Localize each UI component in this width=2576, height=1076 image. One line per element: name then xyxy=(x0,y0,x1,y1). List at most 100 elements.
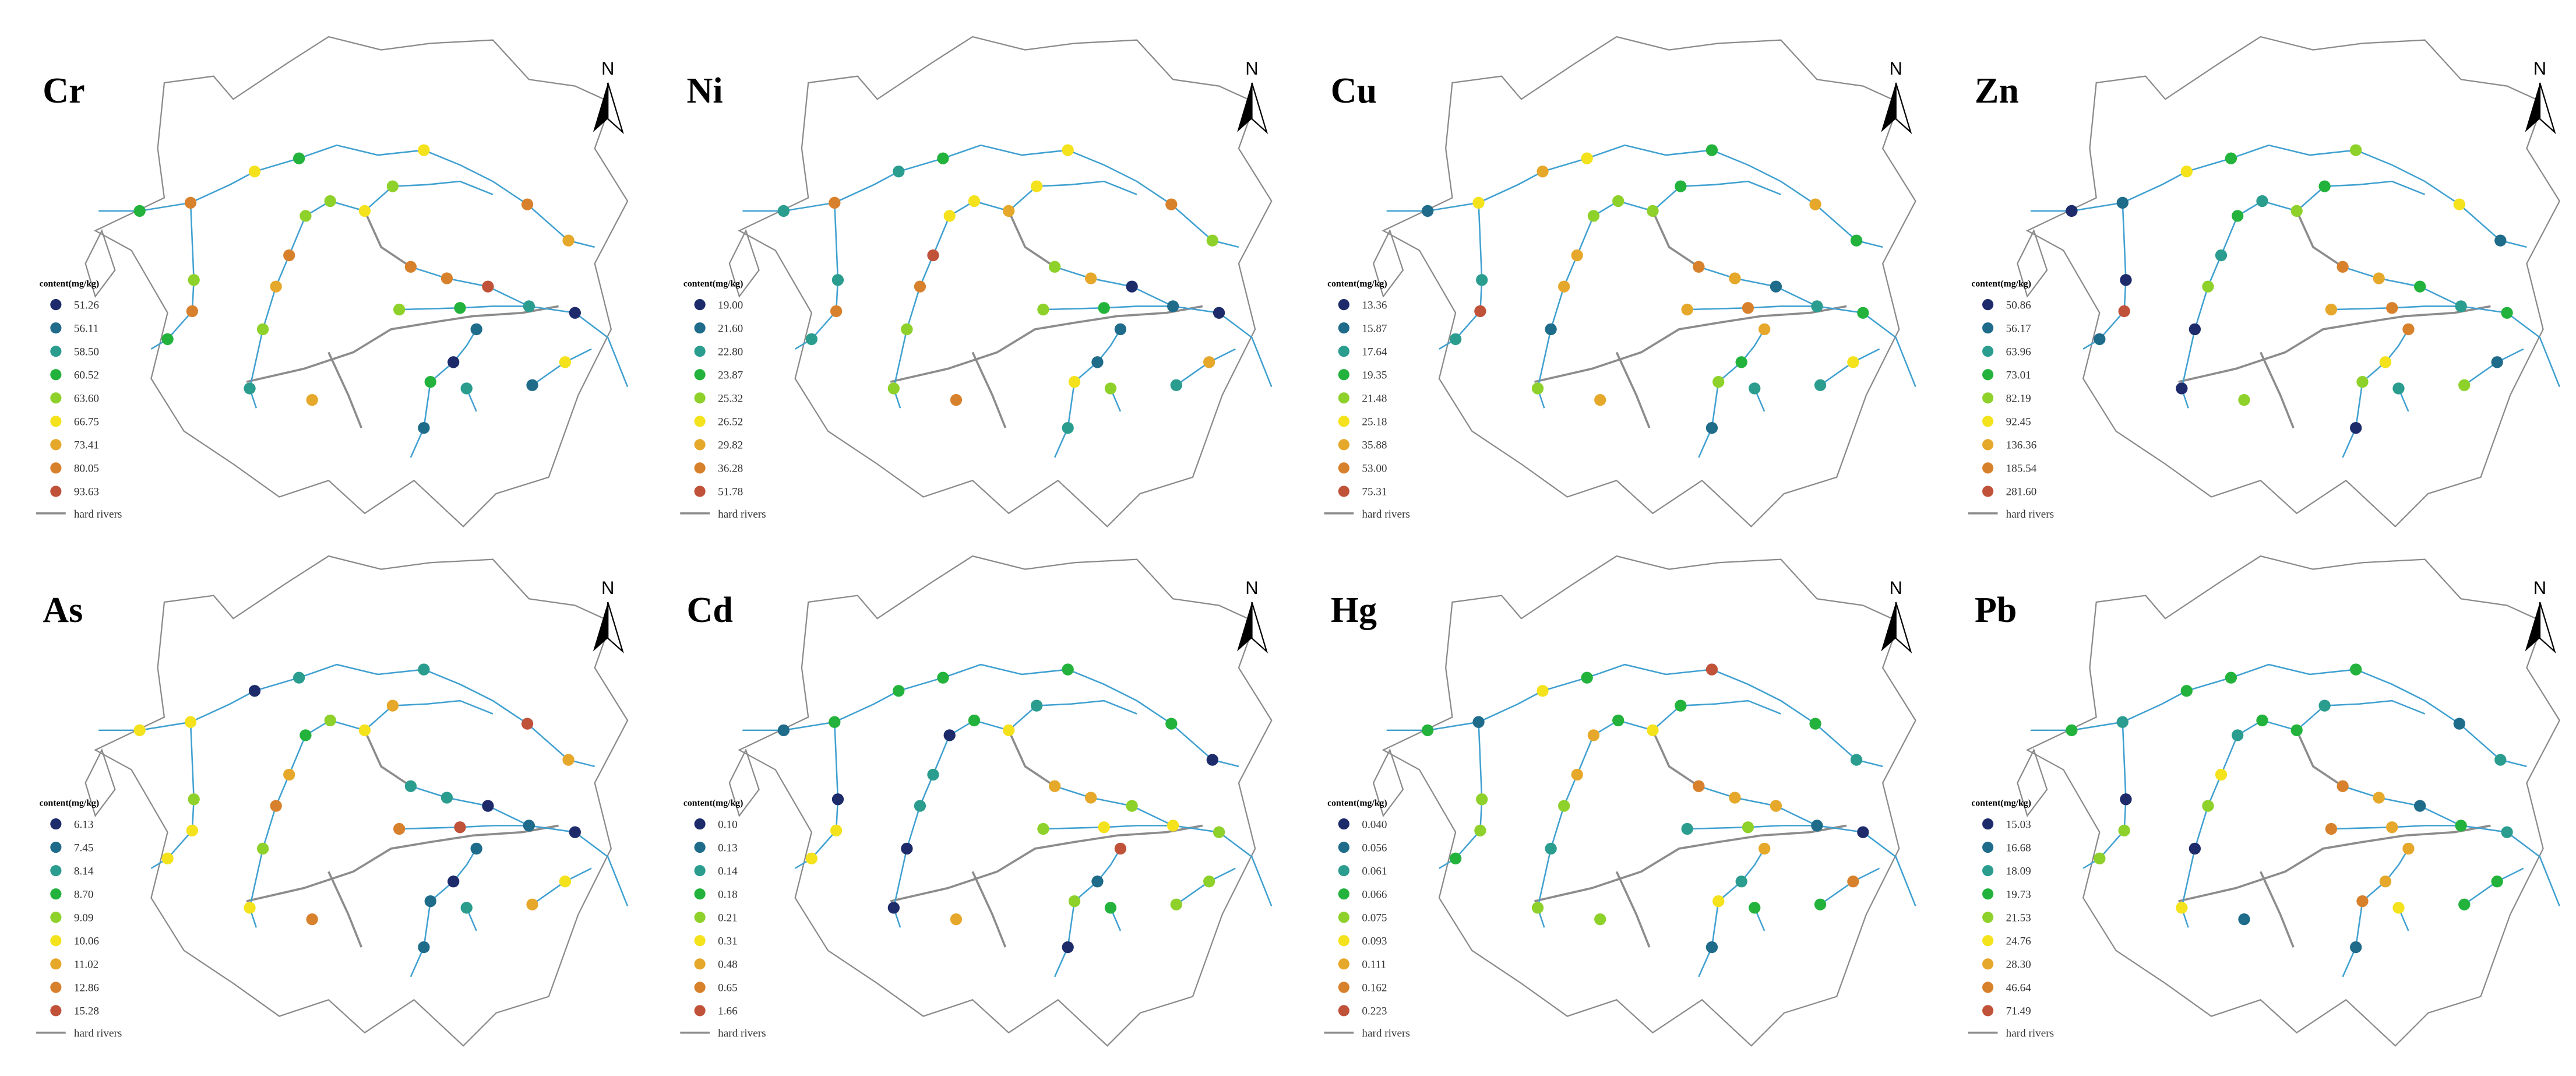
legend-swatch xyxy=(1982,912,1994,923)
sample-point xyxy=(927,768,939,781)
sample-point xyxy=(1545,323,1557,336)
legend-label: 53.00 xyxy=(1362,463,1387,475)
sample-point xyxy=(1770,800,1782,812)
legend-swatch xyxy=(1982,486,1994,497)
sample-point xyxy=(1068,895,1081,908)
legend-label: 15.87 xyxy=(1362,322,1387,335)
sample-point xyxy=(188,793,200,806)
sample-point xyxy=(1809,198,1821,210)
panel-title: Cd xyxy=(687,590,733,630)
river xyxy=(2296,730,2344,787)
sample-point xyxy=(186,305,199,318)
sample-point xyxy=(256,842,269,855)
river xyxy=(794,202,839,350)
north-arrow xyxy=(593,602,608,652)
legend-label: 75.31 xyxy=(1362,486,1387,498)
legend-swatch xyxy=(1982,346,1994,357)
legend-label: 50.86 xyxy=(2006,299,2031,311)
legend-label: 73.41 xyxy=(74,439,99,452)
legend-swatch xyxy=(1338,416,1349,427)
sample-point xyxy=(937,152,949,164)
river xyxy=(890,824,1203,902)
sample-point xyxy=(2202,800,2214,812)
river xyxy=(1687,305,1817,311)
sample-point xyxy=(1759,842,1771,855)
legend-label: 51.78 xyxy=(718,486,743,498)
legend-label: 63.60 xyxy=(74,393,99,405)
sample-point xyxy=(2180,685,2193,697)
river xyxy=(1534,824,1847,902)
sample-point xyxy=(2458,898,2471,910)
legend-label: 46.64 xyxy=(2006,982,2032,994)
river xyxy=(98,144,595,248)
sample-point xyxy=(1587,210,1600,222)
legend-swatch xyxy=(1982,842,1994,853)
legend-swatch xyxy=(1338,842,1349,853)
sample-point xyxy=(887,382,900,395)
sample-point xyxy=(1085,272,1097,284)
legend-label: 25.18 xyxy=(1362,416,1387,428)
sample-point xyxy=(1594,394,1606,406)
river xyxy=(2331,305,2461,311)
legend-label: 80.05 xyxy=(74,463,99,475)
sample-point xyxy=(470,842,482,855)
sample-point xyxy=(460,902,473,914)
sample-point xyxy=(293,152,305,164)
sample-point xyxy=(1062,421,1074,434)
legend-swatch xyxy=(1338,392,1349,404)
legend-swatch xyxy=(1982,935,1994,947)
sample-point xyxy=(460,382,473,395)
sample-point xyxy=(1814,379,1827,391)
legend-swatch xyxy=(1982,392,1994,404)
sample-point xyxy=(324,714,336,727)
sample-point xyxy=(470,323,482,336)
sample-point xyxy=(1545,842,1557,855)
sample-point xyxy=(805,852,817,864)
river xyxy=(327,871,362,948)
river xyxy=(1439,202,1483,350)
legend-swatch xyxy=(50,982,62,993)
river xyxy=(410,785,629,907)
legend-swatch xyxy=(50,486,62,497)
river xyxy=(1007,730,1056,787)
river xyxy=(246,824,559,902)
sample-point xyxy=(447,356,460,368)
sample-point xyxy=(893,166,905,178)
sample-point xyxy=(393,303,406,316)
sample-point xyxy=(1003,205,1015,217)
sample-point xyxy=(1729,792,1741,804)
legend-label: 0.10 xyxy=(718,818,738,831)
legend-swatch xyxy=(50,322,62,334)
sample-point xyxy=(299,729,312,741)
legend-label: 281.60 xyxy=(2006,486,2037,498)
sample-point xyxy=(1472,716,1485,728)
river xyxy=(742,663,1239,768)
legend-swatch xyxy=(50,958,62,970)
sample-point xyxy=(777,205,790,217)
sample-point xyxy=(968,195,981,208)
panel-title: Pb xyxy=(1975,590,2017,630)
sample-point xyxy=(1449,852,1462,864)
sample-point xyxy=(161,852,174,864)
legend-swatch xyxy=(1982,865,1994,877)
sample-point xyxy=(2180,166,2193,178)
sample-point xyxy=(562,234,575,247)
legend-title: content(mg/kg) xyxy=(1971,799,2031,808)
sample-point xyxy=(1857,307,1869,319)
sample-point xyxy=(950,913,963,926)
legend-label: 0.65 xyxy=(718,982,738,994)
river xyxy=(1386,663,1883,768)
sample-point xyxy=(2402,842,2415,855)
river xyxy=(2398,867,2524,931)
legend-label: 0.13 xyxy=(718,842,738,854)
legend-label: 0.111 xyxy=(1362,959,1386,971)
legend-swatch xyxy=(1338,1005,1349,1017)
legend-label: 0.066 xyxy=(1362,888,1387,901)
sample-point xyxy=(2094,333,2106,345)
legend-label: 0.18 xyxy=(718,888,738,901)
legend-swatch xyxy=(694,935,706,947)
sample-point xyxy=(1126,800,1138,812)
sample-point xyxy=(161,333,174,345)
legend-swatch xyxy=(694,842,706,853)
